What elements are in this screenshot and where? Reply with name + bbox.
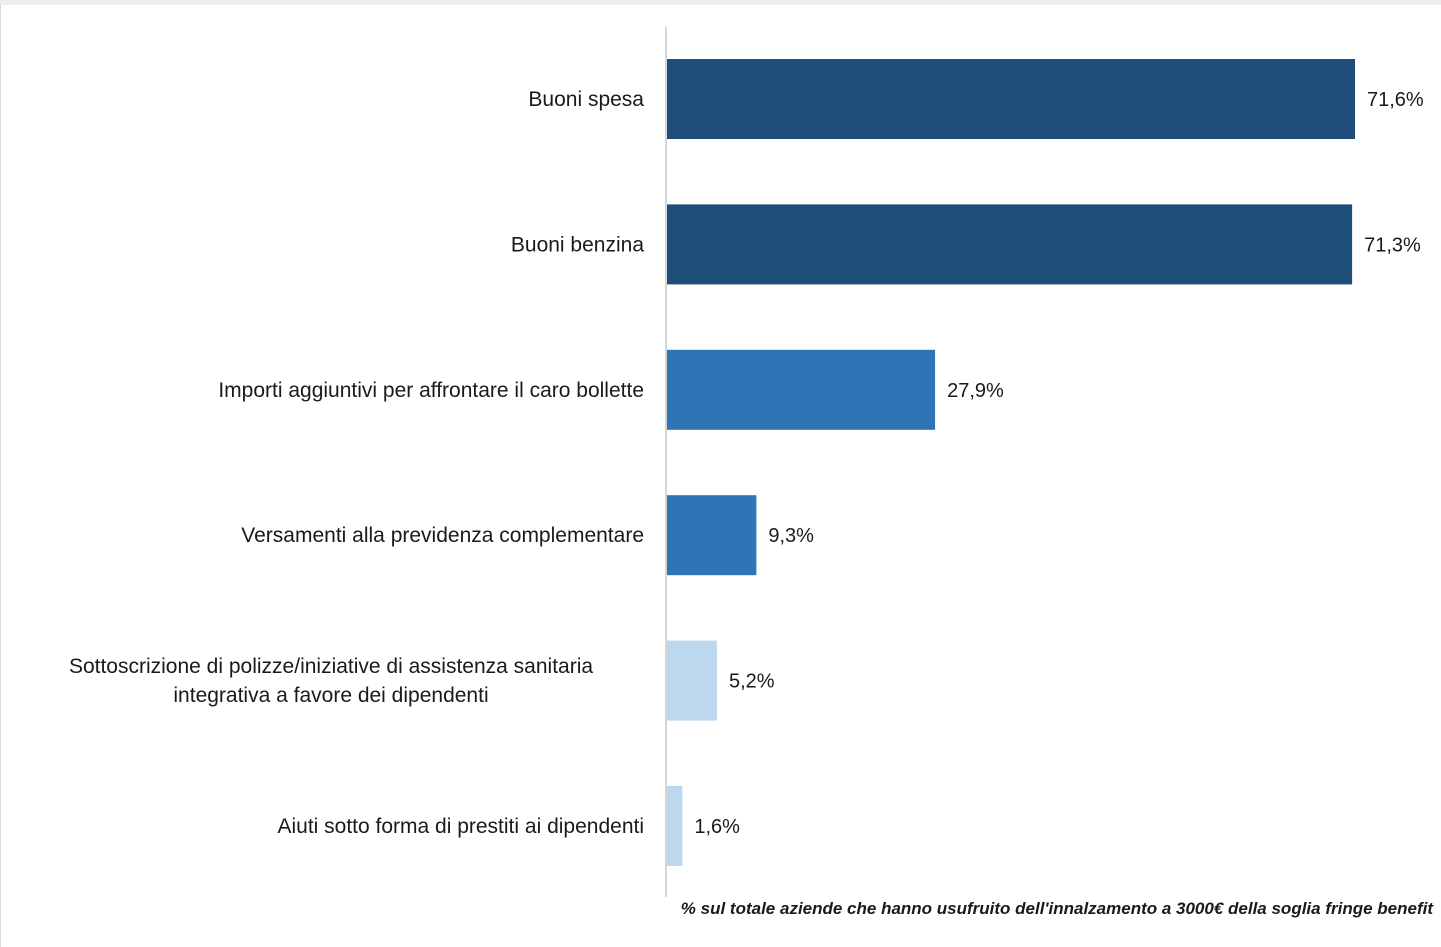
left-border (0, 5, 1, 947)
value-label-4: 9,3% (768, 525, 814, 547)
bar-4 (667, 495, 757, 576)
value-label-2: 71,3% (1364, 234, 1421, 256)
bar-1 (667, 59, 1355, 139)
category-label-5-line-2: integrativa a favore dei dipendenti (173, 684, 488, 707)
value-label-3: 27,9% (947, 380, 1004, 402)
category-label-5-line-1: Sottoscrizione di polizze/iniziative di … (69, 655, 593, 678)
value-label-5: 5,2% (729, 671, 775, 693)
bar-3 (667, 349, 936, 430)
top-band (0, 0, 1441, 5)
category-label-4: Versamenti alla previdenza complementare (241, 524, 644, 547)
category-label-1: Buoni spesa (528, 88, 644, 111)
value-label-6: 1,6% (694, 816, 740, 838)
chart-footnote: % sul totale aziende che hanno usufruito… (680, 899, 1433, 918)
category-label-3: Importi aggiuntivi per affrontare il car… (218, 379, 644, 402)
value-label-1: 71,6% (1367, 89, 1424, 111)
bar-6 (667, 786, 683, 866)
bars-group: 71,6% Buoni spesa 71,3% Buoni benzina 27,9% I… (69, 59, 1424, 866)
category-label-5: Sottoscrizione di polizze/iniziative di … (69, 655, 593, 707)
category-label-2: Buoni benzina (511, 233, 644, 256)
bar-2 (667, 204, 1353, 285)
bar-5 (667, 640, 717, 721)
category-label-6: Aiuti sotto forma di prestiti ai dipende… (277, 815, 644, 838)
